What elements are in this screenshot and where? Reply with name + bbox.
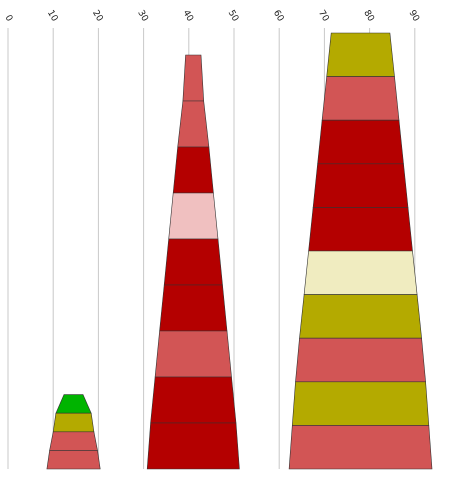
funnel-segment	[182, 54, 205, 102]
funnel-layer	[46, 32, 433, 470]
funnel-segment	[317, 119, 404, 165]
funnel-1	[46, 394, 101, 470]
tick-label-layer: 0 10 20 30 40 50 60 70 80 90	[3, 9, 421, 24]
funnel-segment	[288, 425, 433, 470]
funnel-segment	[154, 330, 232, 378]
funnel-segment	[52, 412, 95, 433]
funnel-segment	[308, 207, 413, 252]
x-tick-label: 20	[90, 9, 105, 24]
x-tick-label: 70	[316, 9, 331, 24]
funnel-segment	[159, 284, 228, 332]
funnel-segment	[177, 100, 210, 148]
funnel-segment	[150, 376, 237, 424]
funnel-segment	[295, 337, 426, 383]
x-tick-label: 10	[45, 9, 60, 24]
funnel-segment	[168, 192, 219, 240]
x-tick-label: 0	[3, 14, 15, 24]
x-tick-label: 90	[406, 9, 421, 24]
funnel-segment	[163, 238, 223, 286]
funnel-segment	[291, 381, 430, 426]
funnel-2	[146, 54, 240, 470]
funnel-segment	[321, 76, 400, 121]
funnel-3	[288, 32, 433, 470]
funnel-segment	[303, 250, 418, 295]
x-tick-label: 30	[135, 9, 150, 24]
x-tick-label: 40	[180, 9, 195, 24]
funnel-segment	[46, 450, 101, 470]
funnel-segment	[312, 163, 409, 208]
funnel-segment	[55, 394, 92, 414]
funnel-segment	[326, 32, 395, 77]
funnel-segment	[299, 294, 422, 339]
funnel-segment	[49, 431, 98, 451]
funnel-segment	[172, 146, 214, 194]
x-tick-label: 60	[271, 9, 286, 24]
funnel-segment	[146, 422, 240, 470]
x-tick-label: 50	[226, 9, 241, 24]
x-tick-label: 80	[361, 9, 376, 24]
